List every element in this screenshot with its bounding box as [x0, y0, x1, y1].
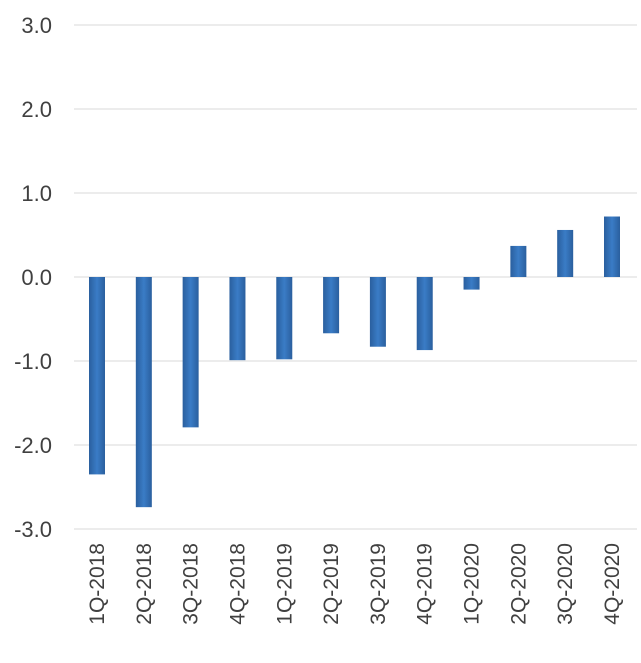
bar-4q-2018	[229, 277, 246, 361]
x-category-label: 4Q-2020	[601, 543, 624, 625]
x-category-label: 2Q-2020	[507, 543, 530, 625]
x-category-label: 4Q-2018	[226, 543, 249, 625]
bars	[89, 216, 620, 508]
bar-2q-2020	[510, 245, 527, 277]
bar-3q-2019	[369, 277, 386, 347]
bar-3q-2020	[557, 229, 574, 277]
x-category-label: 4Q-2019	[414, 543, 437, 625]
y-tick-label: -3.0	[14, 517, 52, 542]
x-axis-category-labels: 1Q-2018 2Q-2018 3Q-2018 4Q-2018 1Q-2019 2Q-20…	[86, 543, 624, 625]
x-category-label: 2Q-2018	[133, 543, 156, 625]
x-category-label: 1Q-2019	[273, 543, 296, 625]
y-tick-label: 2.0	[21, 97, 52, 122]
x-category-label: 1Q-2018	[86, 543, 109, 625]
bar-4q-2019	[416, 277, 433, 351]
x-category-label: 3Q-2018	[180, 543, 203, 625]
y-tick-label: -1.0	[14, 349, 52, 374]
bar-1q-2019	[276, 277, 293, 360]
bar-1q-2020	[463, 277, 480, 290]
bar-2q-2019	[323, 277, 340, 334]
x-category-label: 3Q-2019	[367, 543, 390, 625]
bar-1q-2018	[89, 277, 105, 475]
y-axis-tick-labels: 3.0 2.0 1.0 0.0 -1.0 -2.0 -3.0	[14, 13, 52, 542]
x-category-label: 1Q-2020	[461, 543, 484, 625]
bar-3q-2018	[182, 277, 199, 428]
y-tick-label: 3.0	[21, 13, 52, 38]
y-tick-label: 0.0	[21, 265, 52, 290]
y-tick-label: -2.0	[14, 433, 52, 458]
x-category-label: 2Q-2019	[320, 543, 343, 625]
y-tick-label: 1.0	[21, 181, 52, 206]
bar-2q-2018	[135, 277, 152, 508]
bar-4q-2020	[604, 216, 620, 277]
x-category-label: 3Q-2020	[554, 543, 577, 625]
gridlines	[74, 24, 637, 530]
